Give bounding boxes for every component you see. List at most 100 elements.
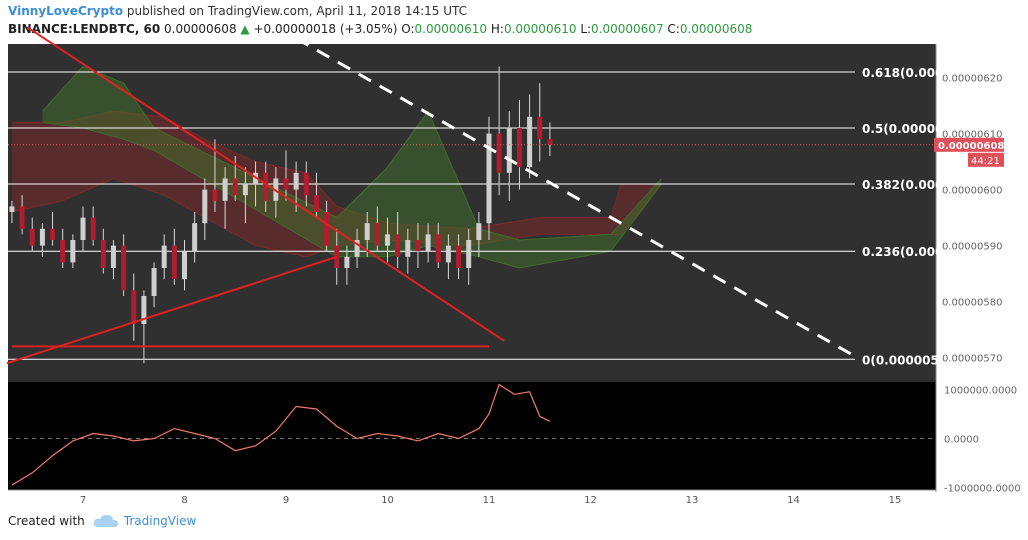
candle-body: [516, 128, 522, 168]
candle-body: [212, 189, 218, 201]
candle-body: [293, 172, 299, 190]
tradingview-link[interactable]: TradingView: [93, 514, 197, 528]
price-axis-label: 0.00000590: [942, 242, 1002, 253]
candle-body: [202, 189, 208, 224]
ichimoku-cloud-bullish-upper: [42, 65, 662, 241]
last-price-tag: [934, 137, 1004, 152]
price-axis-label: 0.00000600: [942, 186, 1002, 197]
candle-body: [151, 268, 157, 296]
candle-body: [364, 223, 370, 240]
oscillator-axis-label: -1000000.0000: [944, 484, 1021, 495]
candle-body: [445, 245, 451, 263]
candle-body: [547, 139, 553, 145]
fib-level-label: 0.382(0.000: [862, 178, 943, 192]
chart-canvas[interactable]: 0.618(0.0000 0.5(0.00000 0.382(0.000 0.236(…: [0, 0, 1028, 510]
time-axis-label: 7: [80, 495, 86, 506]
candle-body: [131, 290, 137, 324]
time-axis-label: 10: [381, 495, 394, 506]
candle-body: [161, 245, 167, 268]
symbol-info: BINANCE:LENDBTC, 60 0.00000608 ▲ +0.0000…: [8, 22, 752, 36]
fib-level-label: 0(0.000005: [862, 353, 939, 367]
candle-body: [537, 116, 543, 140]
candle-body: [496, 133, 502, 173]
low-label: L:: [580, 22, 592, 36]
time-axis-label: 11: [483, 495, 496, 506]
candle-body: [283, 178, 289, 190]
current-price: 0.00000608: [164, 22, 237, 36]
candle-body: [456, 245, 462, 268]
candle-body: [232, 178, 238, 196]
open-label: O:: [401, 22, 415, 36]
price-change: +0.00000018 (+3.05%): [253, 22, 398, 36]
high-label: H:: [490, 22, 504, 36]
candle-body: [70, 240, 76, 263]
footer: Created with TradingView: [8, 514, 196, 528]
candle-body: [415, 240, 421, 252]
open-value: 0.00000610: [414, 22, 488, 36]
candle-body: [354, 240, 360, 257]
oscillator-pane: [8, 380, 936, 490]
dashed-trend-line: [295, 37, 854, 357]
created-with-text: Created with: [8, 514, 85, 528]
candle-body: [171, 245, 177, 280]
candle-body: [80, 217, 86, 240]
tradingview-cloud-icon: [93, 514, 118, 527]
time-axis-label: 14: [787, 495, 800, 506]
candle-body: [506, 128, 512, 173]
price-axis-label: 0.00000570: [942, 354, 1002, 365]
time-axis-label: 8: [181, 495, 187, 506]
fib-level-label: 0.236(0.000: [862, 245, 943, 259]
candle-body: [344, 256, 350, 268]
candle-body: [9, 206, 15, 212]
candle-body: [303, 172, 309, 196]
close-value: 0.00000608: [679, 22, 753, 36]
close-label: C:: [667, 22, 680, 36]
price-axis-label: 0.00000610: [942, 130, 1002, 141]
candle-body: [60, 240, 66, 263]
trend-line: [26, 26, 505, 342]
high-value: 0.00000610: [503, 22, 577, 36]
price-axis-label: 0.00000580: [942, 298, 1002, 309]
candle-body: [263, 172, 269, 201]
candle-body: [435, 234, 441, 263]
candle-body: [90, 217, 96, 240]
candle-body: [527, 116, 533, 168]
candle-body: [110, 245, 116, 268]
candle-body: [425, 234, 431, 252]
candle-body: [50, 228, 56, 240]
tradingview-brand: TradingView: [123, 514, 197, 528]
time-axis-label: 13: [686, 495, 699, 506]
candle-body: [39, 228, 45, 246]
candle-body: [385, 234, 390, 246]
change-up-icon: ▲: [240, 22, 250, 36]
candle-body: [192, 223, 198, 252]
candle-body: [242, 184, 248, 196]
symbol-label: BINANCE:LENDBTC, 60: [8, 22, 161, 36]
fib-level-label: 0.5(0.00000: [862, 122, 943, 136]
candle-body: [100, 240, 106, 268]
candle-body: [486, 133, 492, 224]
candle-body: [405, 240, 411, 257]
price-axis-bg: [936, 44, 1028, 490]
publish-text: published on TradingView.com, April 11, …: [126, 4, 468, 18]
ichimoku-cloud-bullish: [42, 66, 662, 269]
oscillator-line: [11, 383, 551, 486]
time-axis-label: 15: [889, 495, 902, 506]
candle-body: [182, 251, 187, 280]
candle-body: [313, 195, 319, 212]
oscillator-axis-label: 0.0000: [944, 434, 979, 445]
fib-level-label: 0.618(0.0000: [862, 66, 952, 80]
time-axis-label: 12: [584, 495, 597, 506]
candle-body: [29, 228, 35, 246]
oscillator-axis-label: 1000000.0000: [944, 385, 1017, 396]
publish-info: VinnyLoveCrypto published on TradingView…: [8, 4, 467, 18]
candle-body: [222, 178, 228, 201]
price-axis-label: 0.00000620: [942, 74, 1002, 85]
author-link[interactable]: VinnyLoveCrypto: [8, 4, 124, 18]
candle-body: [466, 240, 472, 268]
candle-body: [19, 206, 25, 229]
low-value: 0.00000607: [591, 22, 664, 36]
countdown-tag: [968, 152, 1004, 167]
candle-body: [476, 223, 482, 240]
time-axis-label: 9: [283, 495, 289, 506]
